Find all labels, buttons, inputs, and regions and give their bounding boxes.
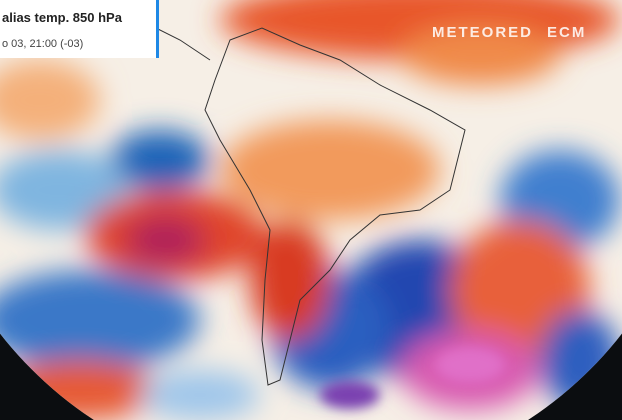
watermark: METEORED ECM <box>432 24 586 41</box>
brand: METEORED <box>432 24 534 41</box>
continent-outline <box>204 27 466 386</box>
map-title: alias temp. 850 hPa <box>2 10 122 25</box>
legend-box: alias temp. 850 hPa o 03, 21:00 (-03) <box>0 0 159 58</box>
map-subtitle: o 03, 21:00 (-03) <box>2 38 84 50</box>
source: ECM <box>547 24 587 41</box>
